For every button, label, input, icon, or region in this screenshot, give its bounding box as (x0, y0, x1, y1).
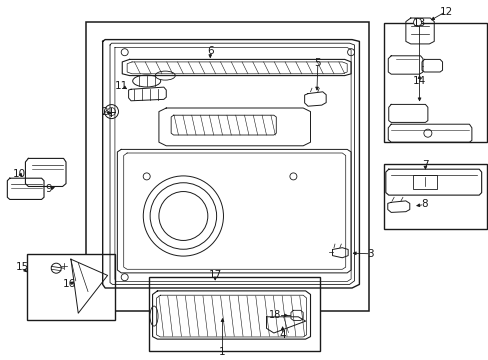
Ellipse shape (155, 71, 175, 80)
Text: 7: 7 (421, 160, 428, 170)
Ellipse shape (150, 306, 158, 326)
Text: 2: 2 (101, 107, 107, 117)
Text: 3: 3 (366, 249, 373, 259)
Text: 16: 16 (62, 279, 76, 289)
Text: 9: 9 (45, 184, 52, 194)
Bar (27, 254, 115, 320)
Bar (85, 22, 368, 311)
Bar (383, 23, 486, 142)
Bar (149, 277, 320, 351)
Text: 1: 1 (219, 347, 225, 357)
Text: 18: 18 (268, 310, 281, 320)
Circle shape (121, 274, 128, 281)
Bar (383, 164, 486, 229)
Circle shape (159, 192, 207, 240)
Text: 11: 11 (115, 81, 128, 91)
Bar (412, 175, 437, 189)
Text: 5: 5 (314, 58, 321, 68)
Circle shape (289, 173, 296, 180)
Text: 17: 17 (208, 270, 222, 280)
Circle shape (143, 176, 223, 256)
Circle shape (107, 108, 115, 116)
Circle shape (413, 18, 421, 26)
Circle shape (143, 173, 150, 180)
Circle shape (51, 263, 61, 273)
Circle shape (423, 129, 431, 137)
Circle shape (150, 183, 216, 249)
Text: 6: 6 (206, 46, 213, 57)
Circle shape (104, 105, 118, 118)
Text: 10: 10 (13, 168, 26, 179)
Text: 4: 4 (279, 330, 285, 340)
Text: 8: 8 (420, 199, 427, 210)
Text: 14: 14 (412, 76, 426, 86)
Ellipse shape (132, 75, 161, 87)
Text: 15: 15 (15, 262, 29, 273)
Text: 12: 12 (438, 6, 452, 17)
Circle shape (347, 49, 354, 56)
Text: 13: 13 (412, 18, 426, 28)
Circle shape (121, 49, 128, 56)
